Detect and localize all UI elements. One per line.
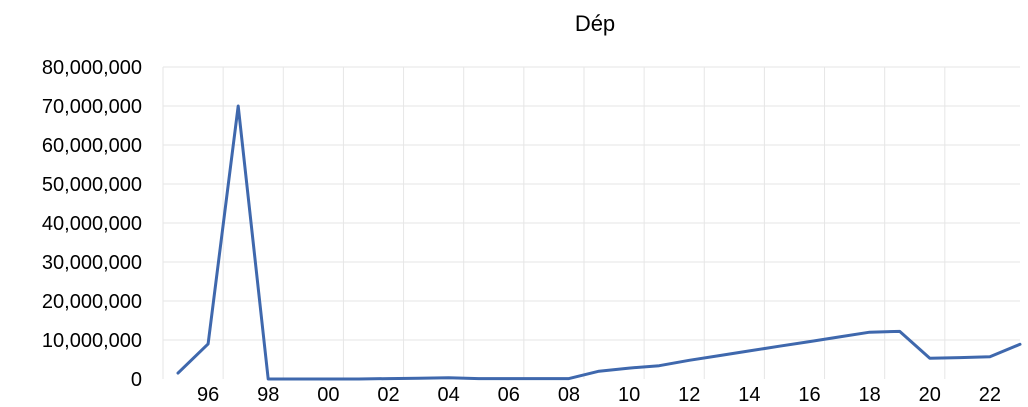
x-tick-label: 98 — [257, 384, 279, 406]
x-tick-label: 16 — [798, 384, 820, 406]
x-tick-label: 20 — [919, 384, 941, 406]
x-axis-tick-labels: 96 98 00 02 04 06 08 10 12 14 16 18 20 22 — [197, 384, 1001, 406]
x-tick-label: 22 — [979, 384, 1001, 406]
y-axis-tick-labels: 0 10,000,000 20,000,000 30,000,000 40,000,00… — [42, 57, 142, 391]
y-tick-label: 20,000,000 — [42, 291, 142, 313]
x-tick-label: 06 — [498, 384, 520, 406]
chart-title: Dép — [575, 11, 615, 36]
y-tick-label: 80,000,000 — [42, 57, 142, 79]
x-tick-label: 04 — [438, 384, 460, 406]
y-tick-label: 70,000,000 — [42, 96, 142, 118]
x-tick-label: 02 — [377, 384, 399, 406]
x-tick-label: 08 — [558, 384, 580, 406]
x-tick-label: 14 — [738, 384, 760, 406]
series-lines — [176, 104, 1022, 381]
x-tick-label: 96 — [197, 384, 219, 406]
y-tick-label: 30,000,000 — [42, 252, 142, 274]
x-tick-label: 10 — [618, 384, 640, 406]
x-tick-label: 18 — [859, 384, 881, 406]
series-line — [176, 104, 1022, 381]
y-tick-label: 50,000,000 — [42, 174, 142, 196]
y-tick-label: 40,000,000 — [42, 213, 142, 235]
x-tick-label: 12 — [678, 384, 700, 406]
y-tick-label: 0 — [131, 369, 142, 391]
y-tick-label: 60,000,000 — [42, 135, 142, 157]
x-tick-label: 00 — [317, 384, 339, 406]
gridlines — [162, 66, 1020, 379]
y-tick-label: 10,000,000 — [42, 330, 142, 352]
